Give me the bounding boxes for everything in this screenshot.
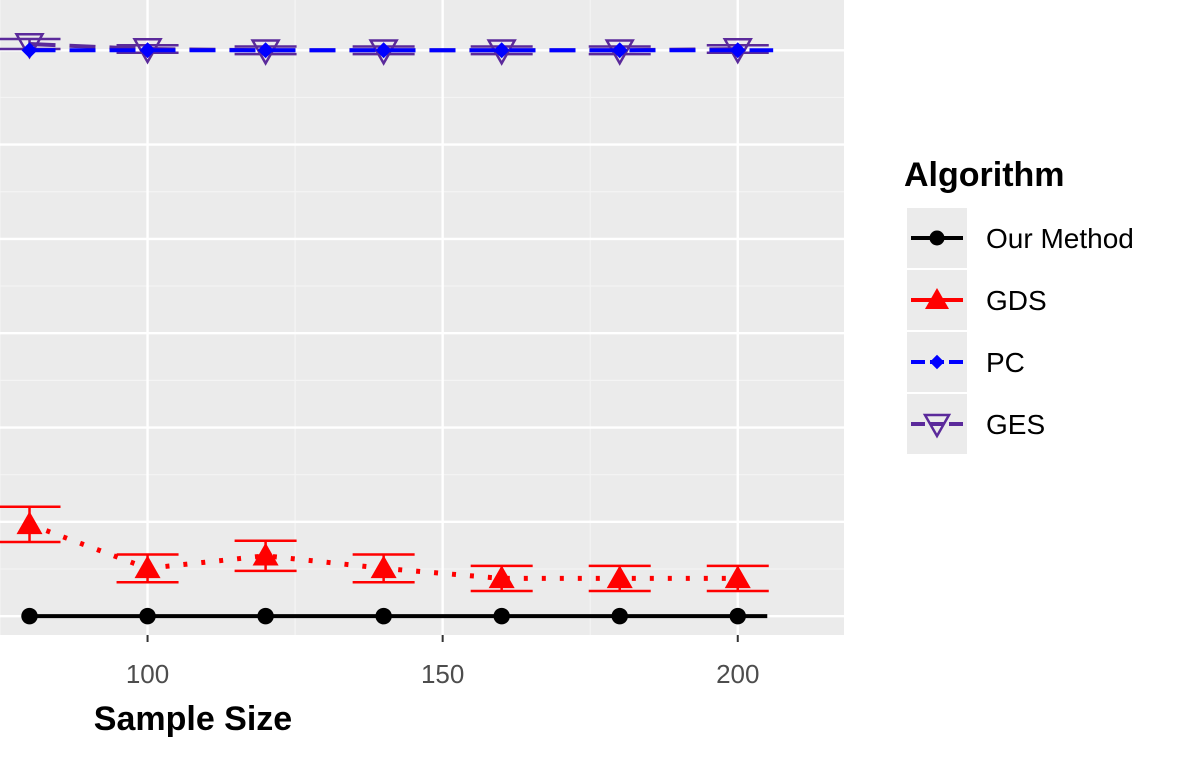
point-marker [139,42,156,59]
point-marker [21,607,38,625]
series-layer [0,33,774,625]
plot-panel [0,0,844,635]
x-tick-label: 100 [126,659,169,689]
series-our-method [21,607,768,625]
legend-item: Our Method [907,208,1134,268]
point-marker [611,607,628,625]
x-axis-ticks: 100 150 200 [126,635,759,689]
legend-label: GES [986,409,1045,440]
point-marker [493,42,510,59]
point-marker [134,555,161,579]
legend-label: PC [986,347,1025,378]
point-marker [21,42,38,59]
series-gds [0,505,769,593]
point-marker [611,42,628,59]
point-marker [493,607,510,625]
legend-label: Our Method [986,223,1134,254]
point-marker [729,42,746,59]
point-marker [257,42,274,59]
legend-label: GDS [986,285,1047,316]
point-marker [139,607,156,625]
point-marker [724,565,751,589]
point-marker [925,288,949,309]
point-marker [252,542,279,566]
point-marker [257,607,274,625]
legend-title: Algorithm [904,156,1065,194]
point-marker [922,413,952,439]
legend-item: GDS [907,270,1047,330]
series-pc [21,42,774,59]
legend: Our Method GDS PC GES [907,208,1134,454]
point-marker [606,565,633,589]
legend-item: PC [907,332,1025,392]
x-tick-label: 200 [716,659,759,689]
point-marker [16,511,43,535]
minor-gridlines [0,0,844,635]
point-marker [488,565,515,589]
x-axis-title: Sample Size [94,700,292,738]
major-gridlines [0,0,844,635]
point-marker [375,42,392,59]
point-marker [929,354,945,370]
point-marker [14,33,45,60]
point-marker [375,607,392,625]
point-marker [929,230,945,246]
point-marker [370,555,397,579]
point-marker [729,607,747,625]
legend-item: GES [907,394,1045,454]
x-tick-label: 150 [421,659,464,689]
